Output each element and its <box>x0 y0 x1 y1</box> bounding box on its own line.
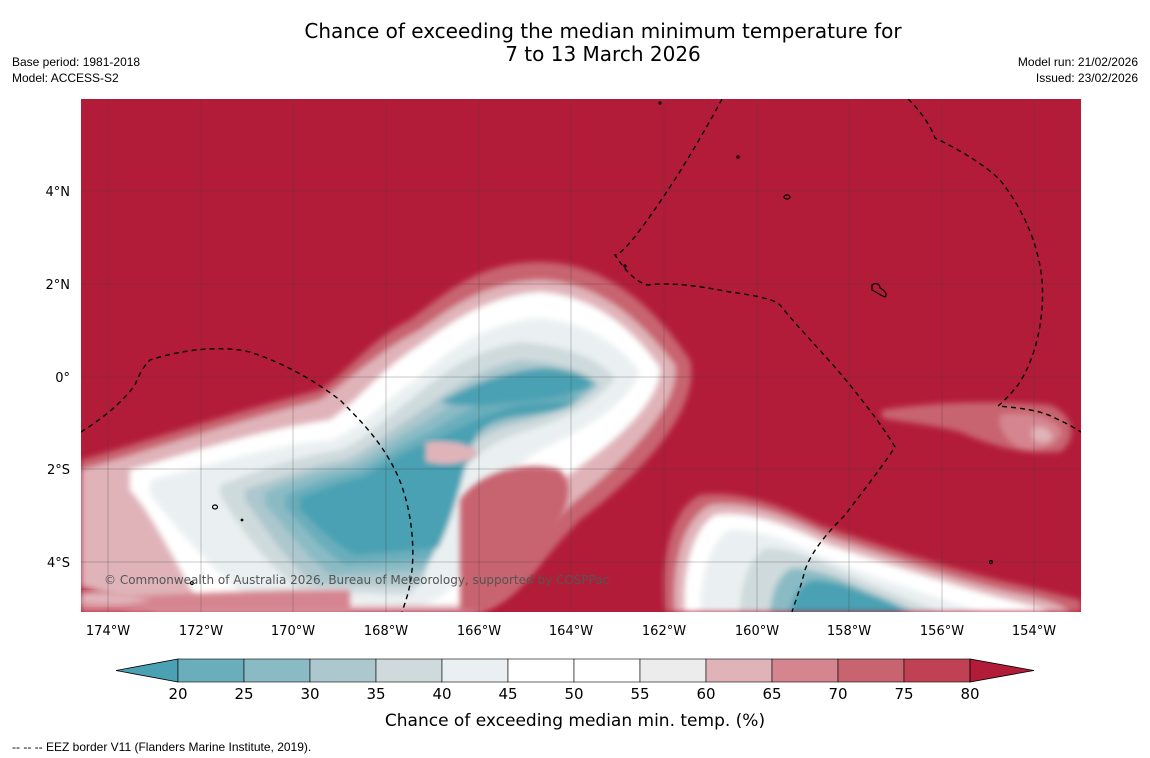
island-6 <box>988 559 994 565</box>
cb-tick-35: 35 <box>366 685 385 703</box>
cb-tick-60: 60 <box>696 685 715 703</box>
island-2 <box>871 282 887 298</box>
colorbar-extend-low <box>115 658 179 683</box>
lon-label-170w: 170°W <box>271 624 315 639</box>
colorbar-segment-12 <box>903 658 971 683</box>
colorbar-segment-11 <box>837 658 905 683</box>
copyright-text: © Commonwealth of Australia 2026, Bureau… <box>104 573 609 587</box>
eez-borders <box>81 99 1081 612</box>
lon-label-160w: 160°W <box>735 624 779 639</box>
anomaly-region-southeast <box>663 494 1081 612</box>
lat-label-4s: 4°S <box>47 556 70 571</box>
anomaly-region-west <box>81 262 692 612</box>
islands <box>189 101 994 586</box>
eez-border-west <box>81 348 414 612</box>
anomaly-patch-1 <box>425 440 478 465</box>
cb-tick-70: 70 <box>828 685 847 703</box>
lon-label-158w: 158°W <box>827 624 871 639</box>
island-3 <box>211 504 219 510</box>
title-line-1: Chance of exceeding the median minimum t… <box>304 19 902 43</box>
colorbar-segment-3 <box>309 658 377 683</box>
anomaly-patch-2 <box>81 591 150 606</box>
lat-label-2s: 2°S <box>47 463 70 478</box>
cb-tick-20: 20 <box>168 685 187 703</box>
cb-tick-75: 75 <box>894 685 913 703</box>
lon-label-164w: 164°W <box>549 624 593 639</box>
graticule <box>81 99 1081 612</box>
island-1 <box>783 194 791 200</box>
meta-right: Model run: 21/02/2026 Issued: 23/02/2026 <box>1018 54 1138 86</box>
colorbar-segment-9 <box>705 658 773 683</box>
lon-label-156w: 156°W <box>920 624 964 639</box>
colorbar-segment-7 <box>573 658 641 683</box>
lon-label-162w: 162°W <box>642 624 686 639</box>
lon-label-166w: 166°W <box>457 624 501 639</box>
cb-tick-55: 55 <box>630 685 649 703</box>
model-run: Model run: 21/02/2026 <box>1017 55 1138 69</box>
island-5 <box>658 101 662 105</box>
cb-tick-45: 45 <box>498 685 517 703</box>
eez-border-east <box>907 99 1081 433</box>
cb-tick-80: 80 <box>960 685 979 703</box>
lon-label-168w: 168°W <box>364 624 408 639</box>
cb-tick-50: 50 <box>564 685 583 703</box>
model-name: Model: ACCESS-S2 <box>12 71 119 85</box>
colorbar-segment-1 <box>177 658 245 683</box>
lon-label-172w: 172°W <box>179 624 223 639</box>
cb-tick-65: 65 <box>762 685 781 703</box>
colorbar-segment-2 <box>243 658 311 683</box>
colorbar-segment-6 <box>507 658 575 683</box>
colorbar-tick-labels: 20 25 30 35 40 45 50 55 60 65 70 75 80 <box>168 685 979 703</box>
island-9 <box>240 518 244 522</box>
island-8 <box>623 264 627 268</box>
cb-tick-25: 25 <box>234 685 253 703</box>
anomaly-region-east <box>882 402 1072 453</box>
colorbar-title: Chance of exceeding median min. temp. (%… <box>385 711 765 731</box>
island-4 <box>736 155 740 159</box>
issued-date: Issued: 23/02/2026 <box>1035 71 1138 85</box>
eez-legend: -- -- -- EEZ border V11 (Flanders Marine… <box>12 740 312 754</box>
lat-label-4n: 4°N <box>46 185 71 200</box>
lon-label-174w: 174°W <box>86 624 130 639</box>
cb-tick-40: 40 <box>432 685 451 703</box>
colorbar-segment-5 <box>441 658 509 683</box>
colorbar-segment-10 <box>771 658 839 683</box>
map-area: © Commonwealth of Australia 2026, Bureau… <box>81 99 1081 612</box>
chart-title: Chance of exceeding the median minimum t… <box>0 20 1150 66</box>
colorbar-extend-high <box>969 658 1035 683</box>
longitude-labels: 174°W 172°W 170°W 168°W 166°W 164°W 162°… <box>86 624 1056 639</box>
base-period: Base period: 1981-2018 <box>12 55 141 69</box>
cb-tick-30: 30 <box>300 685 319 703</box>
colorbar-segment-4 <box>375 658 443 683</box>
eez-border-central <box>613 99 896 612</box>
lat-label-2n: 2°N <box>46 278 71 293</box>
lon-label-154w: 154°W <box>1012 624 1056 639</box>
latitude-labels: 4°N 2°N 0° 2°S 4°S <box>46 185 71 571</box>
island-7 <box>189 580 195 586</box>
colorbar-segment-8 <box>639 658 707 683</box>
colorbar <box>115 658 1035 683</box>
anomaly-band-south <box>81 466 569 612</box>
lat-label-0: 0° <box>55 371 70 386</box>
title-line-2: 7 to 13 March 2026 <box>505 42 701 66</box>
meta-left: Base period: 1981-2018 Model: ACCESS-S2 <box>12 54 140 86</box>
